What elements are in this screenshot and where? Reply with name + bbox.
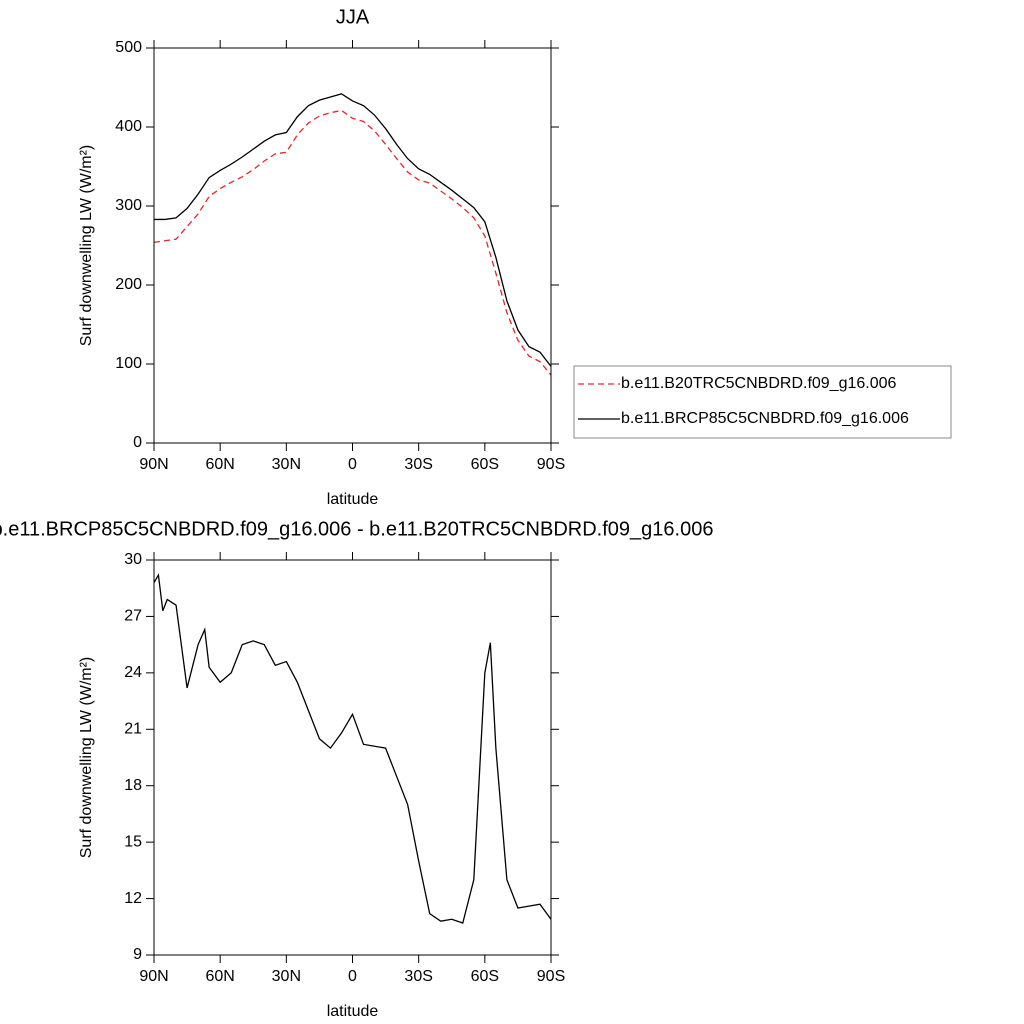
y-axis-label: Surf downwelling LW (W/m²) — [78, 145, 95, 347]
y-tick-label: 300 — [115, 197, 142, 214]
y-tick-label: 200 — [115, 276, 142, 293]
x-tick-label: 60S — [471, 456, 499, 473]
legend-label: b.e11.B20TRC5CNBDRD.f09_g16.006 — [621, 375, 897, 392]
x-tick-label: 60N — [205, 456, 234, 473]
chart-title: b.e11.BRCP85C5CNBDRD.f09_g16.006 - b.e11… — [0, 518, 713, 540]
x-tick-label: 0 — [348, 456, 357, 473]
data-line — [154, 93, 552, 367]
x-tick-label: 90N — [139, 456, 168, 473]
y-tick-label: 15 — [124, 833, 142, 850]
legend-box — [573, 365, 952, 439]
x-tick-label: 30S — [404, 968, 432, 985]
x-tick-label: 60S — [471, 968, 499, 985]
y-tick-label: 21 — [124, 721, 142, 738]
y-tick-label: 12 — [124, 890, 142, 907]
data-line — [153, 109, 552, 376]
chart-title: JJA — [336, 6, 370, 28]
y-tick-label: 0 — [133, 434, 142, 451]
x-tick-label: 30S — [404, 456, 432, 473]
x-tick-label: 90N — [139, 968, 168, 985]
y-tick-label: 400 — [115, 118, 142, 135]
x-tick-label: 30N — [272, 456, 301, 473]
data-line — [153, 573, 552, 924]
legend-label: b.e11.BRCP85C5CNBDRD.f09_g16.006 — [621, 410, 909, 427]
plot-frame — [153, 47, 552, 444]
plot-frame — [153, 559, 552, 956]
y-tick-label: 27 — [124, 608, 142, 625]
y-tick-label: 18 — [124, 777, 142, 794]
y-tick-label: 100 — [115, 355, 142, 372]
x-tick-label: 90S — [537, 456, 565, 473]
x-tick-label: 30N — [272, 968, 301, 985]
x-tick-label: 60N — [205, 968, 234, 985]
x-axis-label: latitude — [327, 491, 379, 508]
y-tick-label: 24 — [124, 664, 142, 681]
x-axis-label: latitude — [327, 1003, 379, 1020]
x-tick-label: 0 — [348, 968, 357, 985]
y-axis-label: Surf downwelling LW (W/m²) — [78, 657, 95, 859]
y-tick-label: 500 — [115, 39, 142, 56]
y-tick-label: 30 — [124, 551, 142, 568]
y-tick-label: 9 — [133, 946, 142, 963]
x-tick-label: 90S — [537, 968, 565, 985]
